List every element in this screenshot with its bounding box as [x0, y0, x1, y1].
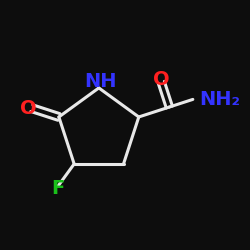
Text: F: F [52, 179, 65, 198]
Text: O: O [153, 70, 170, 89]
Text: O: O [20, 99, 36, 118]
Text: NH: NH [84, 72, 116, 90]
Text: NH₂: NH₂ [199, 90, 240, 109]
